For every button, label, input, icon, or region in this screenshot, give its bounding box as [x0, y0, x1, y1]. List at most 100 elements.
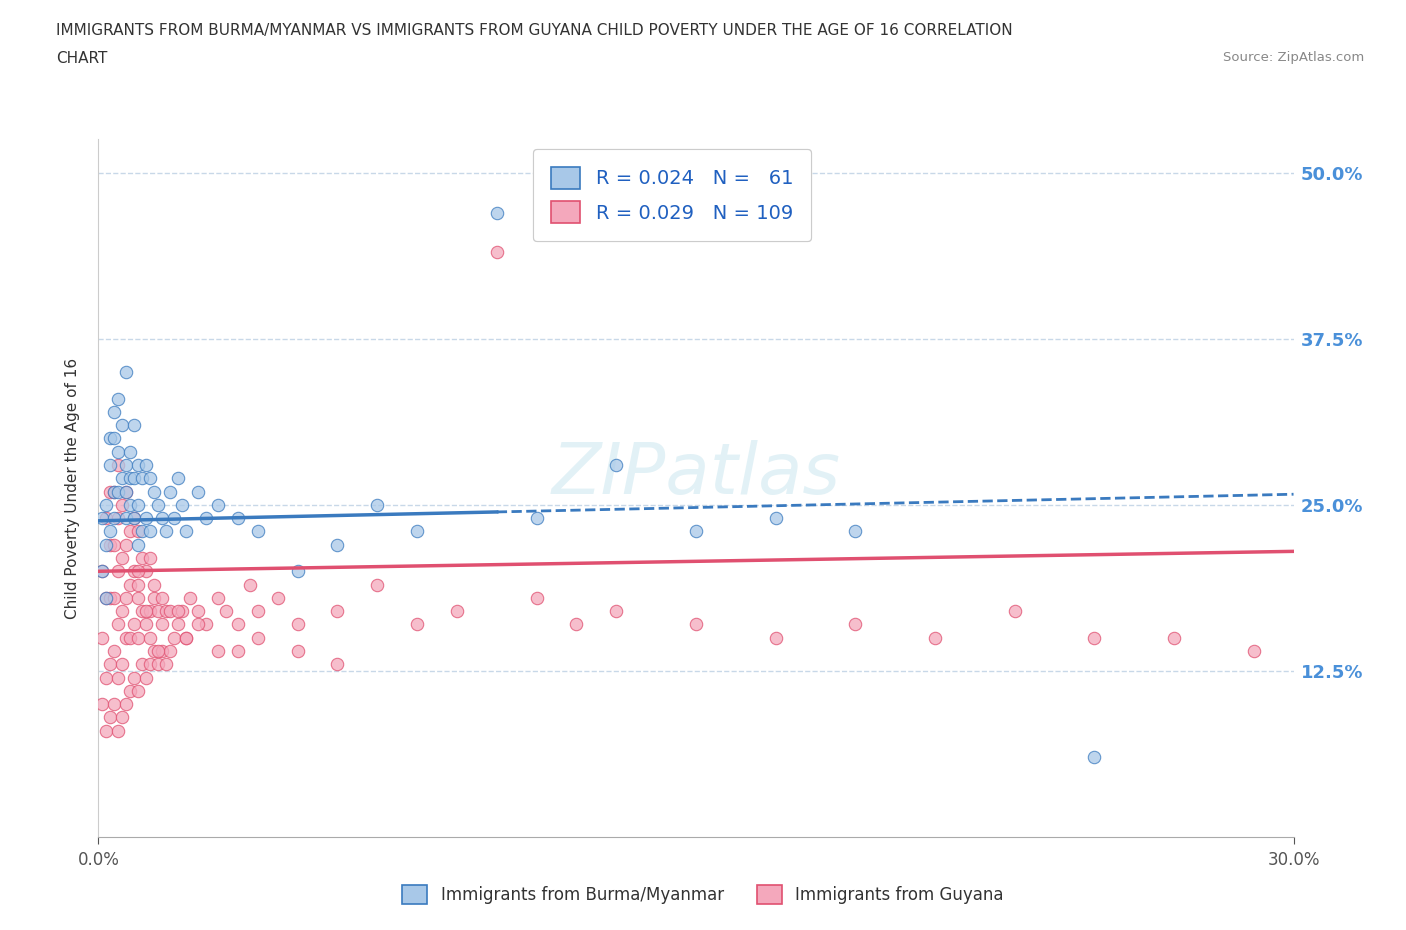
Point [127, 591, 149, 605]
Point [139, 471, 162, 485]
Point [1243, 644, 1265, 658]
Point [111, 551, 134, 565]
Point [163, 631, 186, 645]
Point [446, 604, 468, 618]
Point [406, 617, 429, 631]
Point [155, 604, 177, 618]
Point [139, 604, 162, 618]
Point [111, 498, 134, 512]
Point [131, 604, 153, 618]
Point [148, 604, 170, 618]
Point [115, 697, 138, 711]
Point [924, 631, 946, 645]
Point [287, 617, 309, 631]
Point [155, 524, 177, 538]
Point [172, 604, 194, 618]
Point [246, 604, 269, 618]
Point [124, 671, 146, 685]
Point [115, 485, 138, 499]
Point [135, 511, 157, 525]
Point [115, 511, 138, 525]
Point [107, 671, 129, 685]
Point [124, 418, 146, 432]
Point [139, 631, 162, 645]
Point [207, 498, 229, 512]
Point [124, 511, 146, 525]
Point [150, 511, 173, 525]
Point [100, 524, 122, 538]
Point [159, 644, 181, 658]
Point [120, 498, 142, 512]
Point [103, 538, 125, 552]
Y-axis label: Child Poverty Under the Age of 16: Child Poverty Under the Age of 16 [65, 358, 80, 618]
Point [143, 485, 166, 499]
Point [111, 657, 134, 671]
Point [103, 591, 125, 605]
Point [406, 524, 429, 538]
Point [685, 617, 707, 631]
Point [526, 591, 548, 605]
Point [127, 498, 149, 512]
Point [148, 498, 170, 512]
Point [844, 524, 866, 538]
Point [215, 604, 238, 618]
Point [107, 485, 129, 499]
Point [100, 458, 122, 472]
Point [174, 631, 197, 645]
Point [143, 578, 166, 592]
Point [765, 511, 787, 525]
Point [127, 524, 149, 538]
Point [148, 657, 170, 671]
Point [111, 418, 134, 432]
Point [127, 631, 149, 645]
Point [163, 511, 186, 525]
Point [111, 710, 134, 724]
Point [96, 591, 118, 605]
Point [131, 551, 153, 565]
Point [115, 538, 138, 552]
Point [267, 591, 290, 605]
Point [1004, 604, 1026, 618]
Point [91, 564, 114, 578]
Point [565, 617, 588, 631]
Point [179, 591, 201, 605]
Point [187, 485, 209, 499]
Point [605, 458, 627, 472]
Point [844, 617, 866, 631]
Point [239, 578, 262, 592]
Point [124, 617, 146, 631]
Point [287, 564, 309, 578]
Point [139, 551, 162, 565]
Legend: R = 0.024   N =   61, R = 0.029   N = 109: R = 0.024 N = 61, R = 0.029 N = 109 [533, 149, 811, 241]
Point [485, 206, 508, 220]
Point [103, 405, 125, 419]
Point [195, 511, 218, 525]
Point [485, 245, 508, 259]
Point [187, 617, 209, 631]
Point [246, 524, 269, 538]
Point [107, 724, 129, 738]
Point [103, 431, 125, 445]
Point [167, 604, 190, 618]
Point [103, 485, 125, 499]
Text: Source: ZipAtlas.com: Source: ZipAtlas.com [1223, 51, 1364, 64]
Point [131, 524, 153, 538]
Point [120, 471, 142, 485]
Point [96, 591, 118, 605]
Point [207, 591, 229, 605]
Point [135, 604, 157, 618]
Point [159, 604, 181, 618]
Point [111, 471, 134, 485]
Point [765, 631, 787, 645]
Point [103, 697, 125, 711]
Point [96, 671, 118, 685]
Point [287, 644, 309, 658]
Point [127, 578, 149, 592]
Point [131, 657, 153, 671]
Point [150, 617, 173, 631]
Point [115, 631, 138, 645]
Point [1083, 631, 1105, 645]
Point [91, 631, 114, 645]
Point [91, 697, 114, 711]
Point [103, 485, 125, 499]
